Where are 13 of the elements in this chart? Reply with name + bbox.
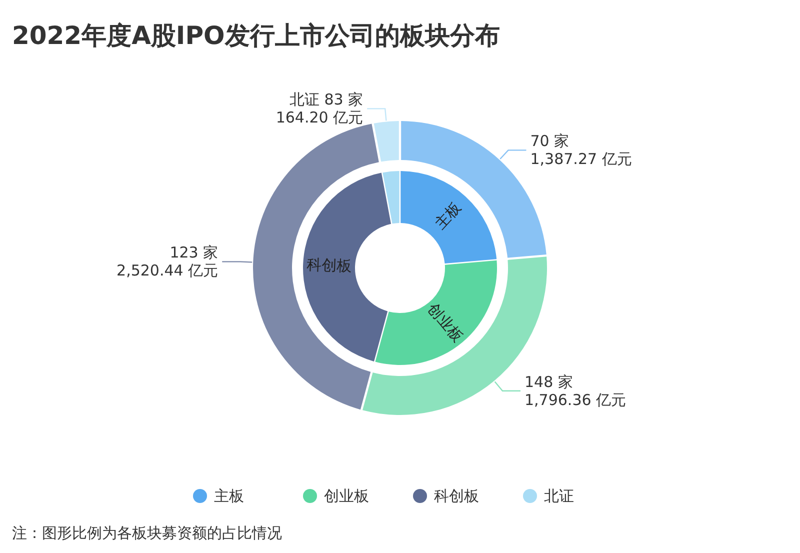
data-label: 北证 83 家 164.20 亿元 bbox=[276, 90, 364, 127]
legend-label: 科创板 bbox=[434, 487, 479, 505]
legend-label: 北证 bbox=[544, 487, 574, 505]
slice-label: 主板 bbox=[431, 198, 465, 233]
data-label: 70 家 1,387.27 亿元 bbox=[530, 132, 632, 168]
slice-label: 创业板 bbox=[424, 299, 467, 346]
text: 注：图形比例为各板块募资额的占比情况 bbox=[12, 524, 282, 542]
legend-label: 创业板 bbox=[324, 487, 369, 505]
slice-label: 科创板 bbox=[306, 255, 352, 276]
data-label: 123 家 2,520.44 亿元 bbox=[116, 244, 218, 280]
data-label: 148 家 1,796.36 亿元 bbox=[524, 372, 626, 409]
legend-label: 主板 bbox=[214, 487, 244, 505]
chart-title: 2022年度A股IPO发行上市公司的板块分布 bbox=[12, 21, 500, 50]
